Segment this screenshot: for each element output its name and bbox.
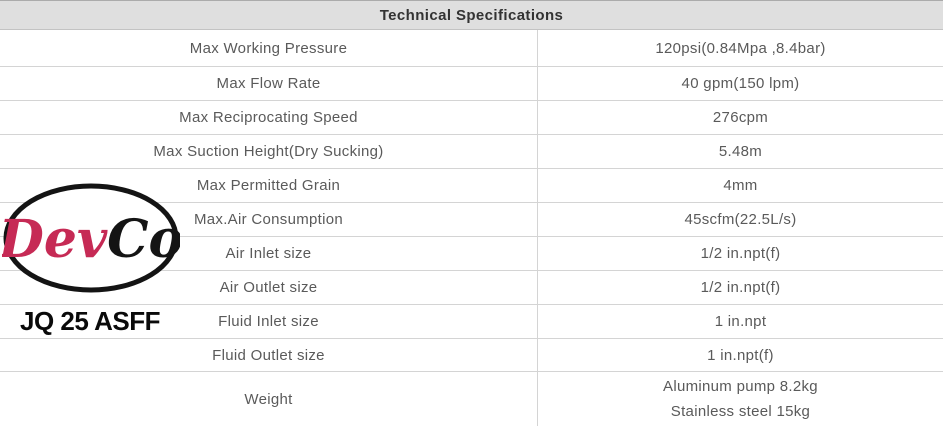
model-number: JQ 25 ASFF xyxy=(20,306,160,336)
logo-text-dev: Dev xyxy=(2,209,108,270)
spec-label: Weight xyxy=(0,372,538,426)
spec-value: 40 gpm(150 lpm) xyxy=(681,75,800,92)
spec-value: 4mm xyxy=(723,177,758,194)
spec-label: Fluid Outlet size xyxy=(0,339,538,371)
spec-value: 1/2 in.npt(f) xyxy=(700,279,781,296)
logo-wordmark: DevCo xyxy=(2,209,180,270)
table-row: Max Permitted Grain 4mm xyxy=(0,169,943,203)
spec-label: Max.Air Consumption xyxy=(0,203,538,236)
spec-value: 1 in.npt xyxy=(714,313,767,330)
logo-ellipse-outline xyxy=(3,183,179,293)
spec-label: Max Suction Height(Dry Sucking) xyxy=(0,135,538,168)
table-row: Weight Aluminum pump 8.2kg Stainless ste… xyxy=(0,372,943,426)
table-row: Air Inlet size 1/2 in.npt(f) xyxy=(0,237,943,271)
spec-value: 276cpm xyxy=(712,109,769,126)
spec-value: Aluminum pump 8.2kg Stainless steel 15kg xyxy=(538,372,943,426)
spec-value-line: Aluminum pump 8.2kg xyxy=(663,378,818,395)
spec-label: Max Working Pressure xyxy=(0,30,538,66)
table-row: Max.Air Consumption 45scfm(22.5L/s) xyxy=(0,203,943,237)
table-row: Max Suction Height(Dry Sucking) 5.48m xyxy=(0,135,943,169)
spec-value: 1 in.npt(f) xyxy=(707,346,774,364)
table-row: Fluid Inlet size 1 in.npt xyxy=(0,305,943,339)
spec-label: Air Inlet size xyxy=(0,237,538,270)
spec-value: 5.48m xyxy=(718,143,763,160)
spec-value: 120psi(0.84Mpa ,8.4bar) xyxy=(655,39,826,57)
table-row: Max Flow Rate 40 gpm(150 lpm) xyxy=(0,67,943,101)
spec-value: 1/2 in.npt(f) xyxy=(700,245,781,262)
spec-label: Max Permitted Grain xyxy=(0,169,538,202)
table-row: Max Reciprocating Speed 276cpm xyxy=(0,101,943,135)
devco-logo: DevCo xyxy=(2,183,180,293)
spec-value-line: Stainless steel 15kg xyxy=(670,403,811,420)
spec-label: Max Reciprocating Speed xyxy=(0,101,538,134)
table-row: Air Outlet size 1/2 in.npt(f) xyxy=(0,271,943,305)
logo-text-co: Co xyxy=(107,209,180,270)
spec-label: Max Flow Rate xyxy=(0,67,538,100)
table-title: Technical Specifications xyxy=(0,0,943,30)
spec-label: Air Outlet size xyxy=(0,271,538,304)
table-row: Fluid Outlet size 1 in.npt(f) xyxy=(0,339,943,372)
table-row: Max Working Pressure 120psi(0.84Mpa ,8.4… xyxy=(0,30,943,67)
spec-label: Fluid Inlet size xyxy=(0,305,538,338)
spec-value: 45scfm(22.5L/s) xyxy=(684,211,797,228)
